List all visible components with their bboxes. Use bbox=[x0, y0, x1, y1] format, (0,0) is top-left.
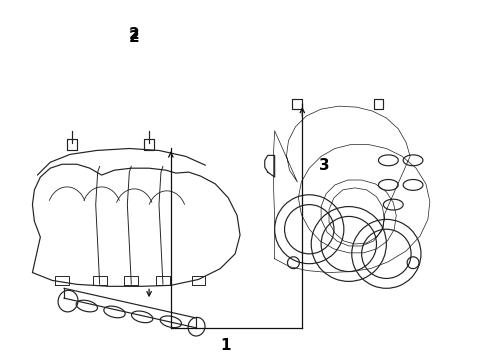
Text: 1: 1 bbox=[220, 338, 230, 353]
Text: 2: 2 bbox=[129, 30, 140, 45]
Text: 2: 2 bbox=[129, 27, 140, 42]
Text: 3: 3 bbox=[318, 158, 329, 173]
